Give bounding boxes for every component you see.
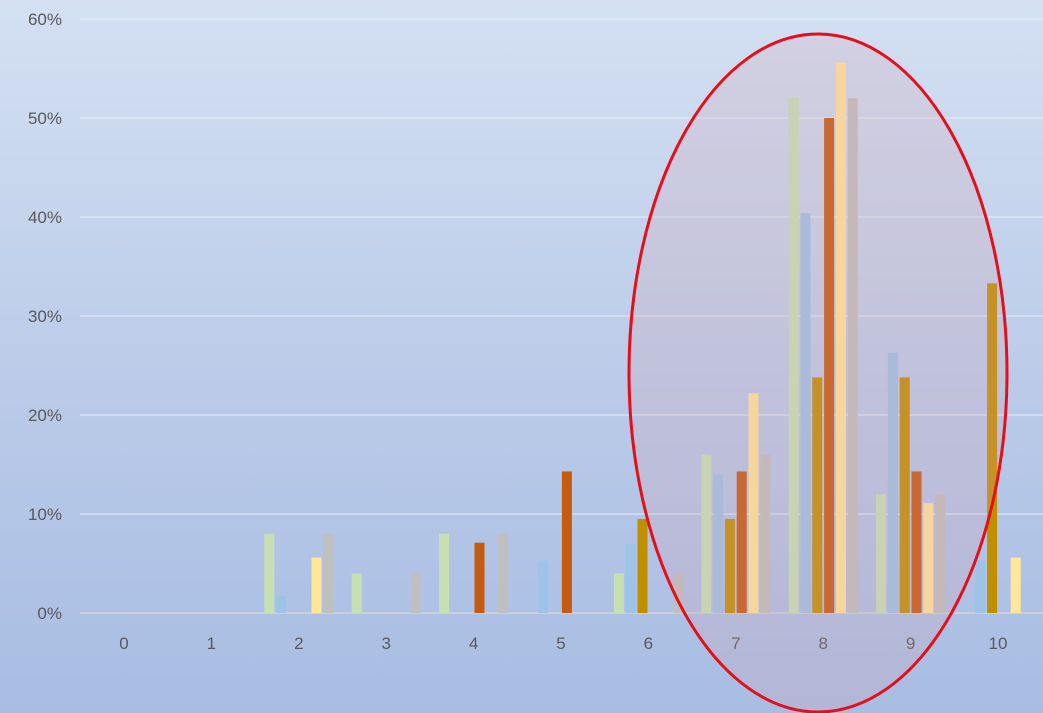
x-tick-label: 3	[381, 634, 390, 653]
bar	[411, 573, 421, 613]
y-tick-label: 50%	[28, 109, 62, 128]
bar	[626, 544, 636, 613]
bar	[312, 558, 322, 613]
x-tick-label: 1	[207, 634, 216, 653]
bar	[498, 534, 508, 613]
bar	[562, 471, 572, 613]
bar	[439, 534, 449, 613]
y-tick-label: 30%	[28, 307, 62, 326]
x-tick-label: 2	[294, 634, 303, 653]
x-tick-label: 4	[469, 634, 478, 653]
x-tick-label: 6	[644, 634, 653, 653]
bar	[638, 519, 648, 613]
y-tick-label: 10%	[28, 505, 62, 524]
bar	[975, 561, 985, 613]
bar	[352, 573, 362, 613]
x-tick-label: 5	[556, 634, 565, 653]
bar	[614, 573, 624, 613]
x-tick-label: 0	[119, 634, 128, 653]
bar	[1011, 558, 1021, 613]
x-tick-label: 10	[989, 634, 1008, 653]
y-tick-label: 60%	[28, 10, 62, 29]
y-axis-ticks: 0% 10% 20% 30% 40% 50% 60%	[28, 10, 62, 623]
y-tick-label: 0%	[37, 604, 62, 623]
bar	[475, 543, 485, 613]
highlight-layer	[629, 34, 1007, 712]
bar	[276, 596, 286, 613]
bar	[264, 534, 274, 613]
y-tick-label: 20%	[28, 406, 62, 425]
bar	[323, 534, 333, 613]
highlight-ellipse	[629, 34, 1007, 712]
y-tick-label: 40%	[28, 208, 62, 227]
bar	[538, 561, 548, 613]
